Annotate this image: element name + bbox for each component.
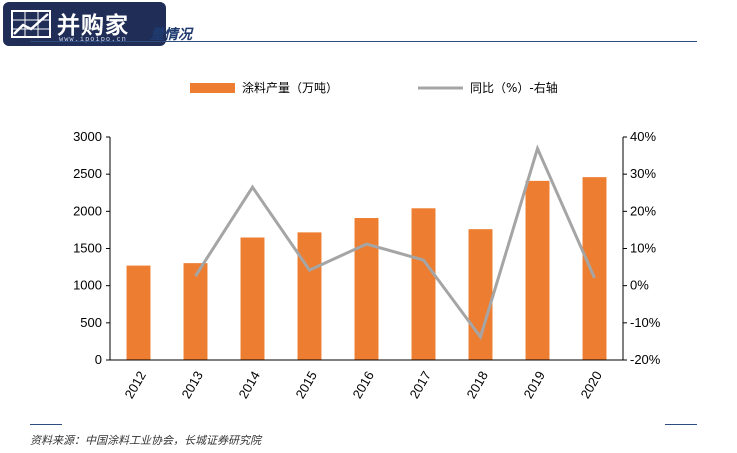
bar-series <box>126 177 607 360</box>
bar-2016 <box>354 218 379 360</box>
left-tick-label: 500 <box>80 315 102 330</box>
right-tick-label: -20% <box>630 352 661 367</box>
x-tick-label: 2016 <box>350 369 377 402</box>
bar-2012 <box>126 265 151 360</box>
bar-2013 <box>183 263 208 360</box>
bar-2019 <box>525 180 550 360</box>
left-tick-label: 1000 <box>73 278 102 293</box>
chart-title: 量情况 <box>150 27 192 43</box>
right-tick-label: 0% <box>630 278 649 293</box>
header-divider <box>30 41 697 42</box>
x-tick-label: 2014 <box>236 369 263 402</box>
footer-divider-right <box>665 424 697 425</box>
legend-bar-swatch <box>190 83 235 93</box>
right-tick-label: 40% <box>630 129 656 144</box>
growth-line <box>194 144 596 341</box>
bar-2020 <box>582 177 607 360</box>
left-tick-label: 2000 <box>73 203 102 218</box>
x-tick-label: 2019 <box>521 369 548 402</box>
right-tick-label: -10% <box>630 315 661 330</box>
bar-2017 <box>411 208 436 360</box>
left-tick-label: 0 <box>95 352 102 367</box>
source-note: 资料来源：中国涂料工业协会，长城证券研究院 <box>30 434 261 447</box>
right-tick-label: 30% <box>630 166 656 181</box>
legend-line-label: 同比（%）-右轴 <box>470 80 558 95</box>
left-tick-label: 3000 <box>73 129 102 144</box>
x-tick-label: 2015 <box>293 369 320 402</box>
x-tick-label: 2012 <box>122 369 149 402</box>
bar-2018 <box>468 229 493 360</box>
x-tick-label: 2020 <box>578 369 605 402</box>
logo-url: www.ipoipo.cn <box>59 35 127 43</box>
x-tick-label: 2018 <box>464 369 491 402</box>
line-series <box>194 144 596 341</box>
chart-logo-icon <box>11 10 51 38</box>
right-tick-label: 20% <box>630 203 656 218</box>
chart-legend: 涂料产量（万吨） 同比（%）-右轴 <box>190 80 558 95</box>
legend-bar-label: 涂料产量（万吨） <box>242 80 338 95</box>
report-header: 并购家 www.ipoipo.cn 量情况 <box>0 0 737 50</box>
logo-title: 并购家 <box>57 13 129 39</box>
right-tick-label: 10% <box>630 241 656 256</box>
x-tick-label: 2017 <box>407 369 434 402</box>
footer-divider-left <box>30 424 62 425</box>
bar-2014 <box>240 237 265 360</box>
x-tick-label: 2013 <box>179 369 206 402</box>
bar-2015 <box>297 232 322 360</box>
left-tick-label: 1500 <box>73 241 102 256</box>
brand-logo: 并购家 www.ipoipo.cn <box>3 2 166 46</box>
left-tick-label: 2500 <box>73 166 102 181</box>
